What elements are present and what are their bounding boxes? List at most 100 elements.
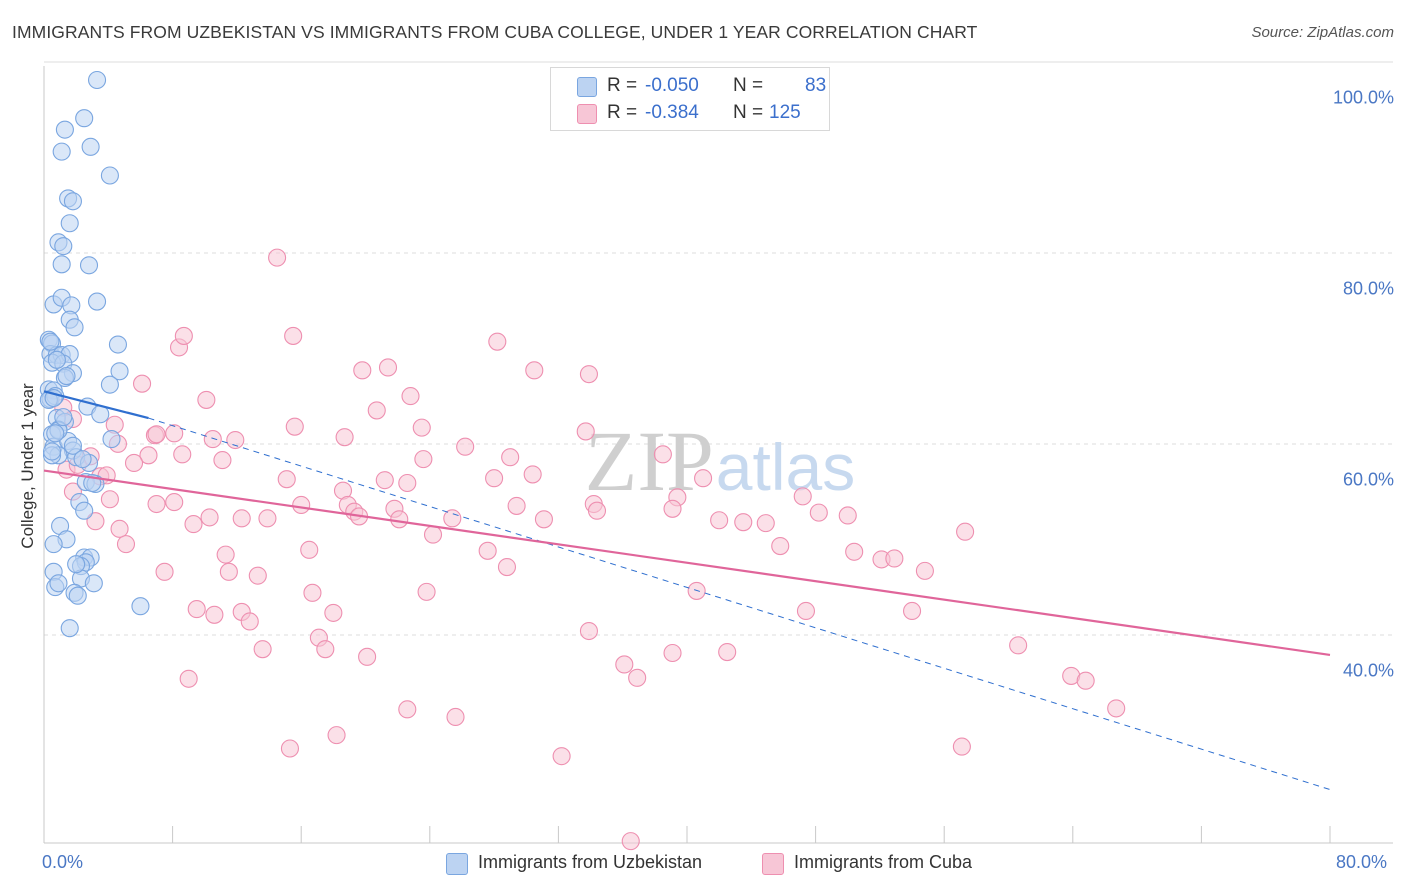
point-1-40 [375,471,394,490]
x-tick-label-max: 80.0% [1336,852,1388,872]
point-1-21 [165,424,184,443]
y-tick-label-1: 80.0% [1342,278,1394,299]
point-0-81 [42,442,62,461]
point-1-18 [576,422,595,441]
point-0-16 [87,292,107,311]
point-1-107 [615,655,634,674]
legend-n-value-uzbekistan: 83 [805,75,827,96]
watermark-zip: ZIP [585,413,714,509]
point-1-80 [771,536,790,556]
point-1-4 [488,332,507,351]
point-0-76 [63,436,82,455]
point-1-3 [284,326,303,345]
trend-lines [43,390,1331,791]
point-0-3 [52,142,71,161]
point-1-117 [952,737,971,756]
bottom-legend-label-cuba: Immigrants from Cuba [794,852,973,872]
point-1-30 [414,450,433,469]
stats-legend: R = -0.050 N = 83 R = -0.384 N = 125 [550,67,830,131]
point-1-7 [525,361,544,380]
point-1-111 [1076,671,1095,690]
point-1-93 [205,605,224,624]
point-1-2 [174,326,193,345]
point-1-65 [184,515,203,534]
point-1-68 [258,509,277,528]
point-1-42 [485,469,504,488]
point-1-10 [197,390,216,409]
point-1-47 [147,494,166,514]
point-0-56 [44,535,63,554]
trend-line-dashed-0 [148,417,1331,791]
point-1-26 [203,430,222,449]
point-1-101 [316,640,335,659]
point-0-1 [75,109,94,128]
point-1-17 [412,418,431,437]
point-0-68 [60,619,79,638]
legend-r-value-cuba: -0.384 [645,102,699,123]
point-1-54 [507,496,526,515]
point-1-84 [497,557,517,577]
point-1-78 [300,540,319,559]
point-1-109 [628,668,647,687]
legend-n-label: N = [733,75,764,96]
point-1-39 [277,470,296,489]
legend-swatch-cuba [577,104,597,124]
trend-line-1 [43,469,1331,656]
point-1-24 [456,437,475,456]
point-0-18 [65,318,84,337]
point-0-71 [41,332,60,351]
point-1-77 [216,545,235,564]
point-1-70 [390,510,409,529]
point-0-11 [52,255,71,274]
point-1-99 [579,621,598,641]
point-1-59 [663,499,682,518]
point-1-87 [248,566,267,585]
bottom-legend-swatch-cuba [762,853,784,875]
point-1-23 [335,428,354,447]
series-points-1 [54,248,1126,851]
point-1-16 [285,417,304,436]
point-0-67 [131,597,150,616]
point-1-81 [845,542,864,561]
y-tick-label-3: 40.0% [1342,660,1394,681]
point-1-49 [292,495,311,515]
point-1-72 [734,513,753,532]
point-0-80 [49,574,68,593]
point-0-82 [54,408,73,427]
point-1-8 [579,365,598,384]
point-1-105 [718,642,737,662]
point-1-22 [226,430,245,450]
point-1-113 [446,707,465,727]
point-1-118 [552,747,571,766]
legend-row-cuba: R = -0.384 N = 125 [551,102,829,130]
point-0-53 [75,501,94,520]
point-0-5 [100,166,119,185]
bottom-legend-swatch-uzbekistan [446,853,468,875]
point-0-73 [57,366,76,386]
point-1-75 [956,522,975,541]
point-1-112 [398,700,417,719]
point-1-0 [268,248,287,267]
legend-r-label: R = [607,75,638,96]
series-points-0 [39,70,150,638]
legend-r-label: R = [607,102,638,123]
point-1-36 [124,453,144,473]
point-1-60 [793,487,812,506]
scatter-points [39,70,1126,851]
x-tick-label-min: 0.0% [42,852,84,872]
point-0-4 [81,137,100,156]
point-1-79 [478,541,497,560]
chart-title: IMMIGRANTS FROM UZBEKISTAN VS IMMIGRANTS… [12,22,978,42]
point-1-108 [179,669,198,688]
point-1-53 [443,509,462,528]
point-1-45 [100,490,119,509]
point-0-79 [67,555,86,574]
point-1-92 [187,600,206,619]
point-1-20 [147,425,166,444]
point-0-7 [63,192,82,211]
y-tick-label-0: 100.0% [1332,87,1394,108]
point-1-88 [915,561,934,580]
watermark: ZIPatlas [585,413,855,509]
point-1-96 [324,603,343,622]
point-1-76 [116,535,136,554]
